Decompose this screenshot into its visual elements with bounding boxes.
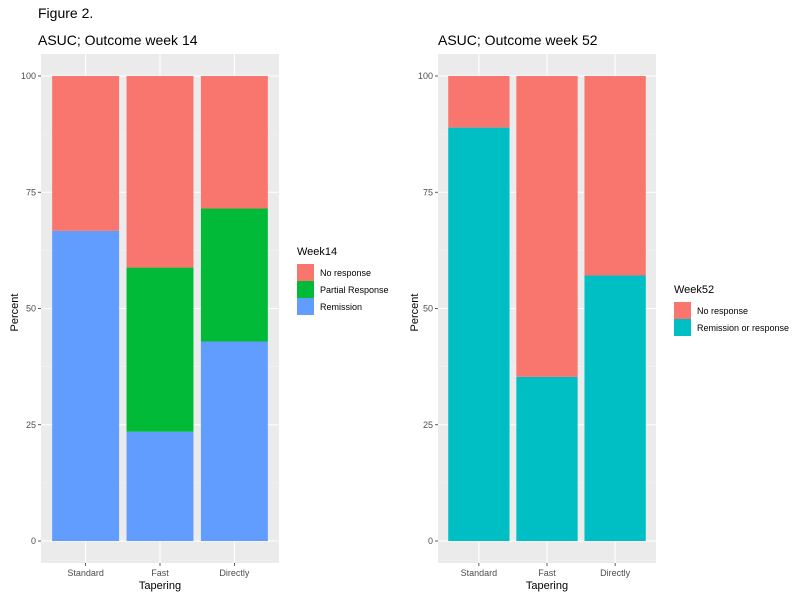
chart-title-week52: ASUC; Outcome week 52 (438, 32, 598, 48)
bar-remission-or-response-fast (516, 376, 578, 541)
legend-key-no-response (674, 302, 691, 319)
x-tick-label: Directly (219, 568, 250, 578)
x-axis-title: Tapering (526, 580, 568, 592)
y-tick-label: 75 (26, 187, 36, 197)
figure-caption: Figure 2. (38, 5, 94, 21)
legend-label-remission: Remission (320, 302, 362, 312)
legend-key-no-response (297, 264, 314, 281)
bar-no-response-standard (52, 76, 120, 231)
y-axis-title: Percent (409, 294, 421, 332)
y-tick-label: 50 (423, 304, 433, 314)
bar-remission-or-response-directly (584, 275, 646, 541)
legend-key-remission (297, 298, 314, 315)
legend-key-remission-or-response (674, 319, 691, 336)
bar-no-response-standard (448, 76, 510, 128)
legend-label-remission-or-response: Remission or response (697, 323, 789, 333)
y-tick-label: 25 (26, 420, 36, 430)
x-tick-label: Standard (461, 568, 498, 578)
legend-label-no-response: No response (320, 268, 371, 278)
bar-no-response-fast (516, 76, 578, 377)
bar-remission-fast (126, 431, 194, 541)
y-tick-label: 50 (26, 304, 36, 314)
bar-remission-standard (52, 230, 120, 541)
bar-partial-response-directly (200, 208, 268, 342)
y-tick-label: 75 (423, 187, 433, 197)
legend-label-partial-response: Partial Response (320, 285, 389, 295)
bar-no-response-directly (200, 76, 268, 209)
legend-title: Week14 (297, 246, 337, 258)
y-tick-label: 100 (21, 71, 36, 81)
y-tick-label: 0 (428, 536, 433, 546)
x-axis-title: Tapering (139, 580, 181, 592)
legend-label-no-response: No response (697, 306, 748, 316)
legend-key-partial-response (297, 281, 314, 298)
x-tick-label: Fast (151, 568, 169, 578)
y-axis-title: Percent (9, 294, 21, 332)
x-tick-label: Directly (600, 568, 631, 578)
bar-remission-directly (200, 341, 268, 541)
bar-no-response-directly (584, 76, 646, 276)
legend-title: Week52 (674, 284, 714, 296)
bar-partial-response-fast (126, 267, 194, 432)
x-tick-label: Fast (538, 568, 556, 578)
chart-title-week14: ASUC; Outcome week 14 (38, 32, 198, 48)
x-tick-label: Standard (67, 568, 104, 578)
bar-remission-or-response-standard (448, 127, 510, 542)
y-tick-label: 0 (31, 536, 36, 546)
bar-no-response-fast (126, 76, 194, 268)
y-tick-label: 100 (418, 71, 433, 81)
y-tick-label: 25 (423, 420, 433, 430)
